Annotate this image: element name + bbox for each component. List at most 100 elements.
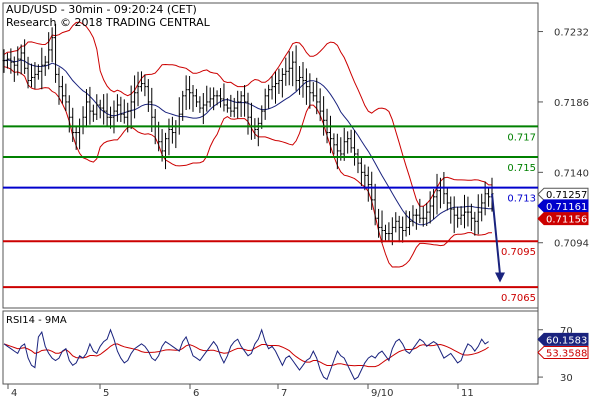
rsi-tag-box <box>537 345 589 359</box>
price-candle <box>105 93 109 127</box>
chart-subtitle: Research © 2018 TRADING CENTRAL <box>6 16 211 29</box>
price-candle <box>126 102 130 133</box>
price-candle <box>432 189 436 220</box>
price-candle <box>109 106 113 129</box>
price-candle <box>239 91 243 117</box>
price-candle <box>404 210 408 237</box>
price-candle <box>349 129 353 153</box>
price-candle <box>459 206 463 226</box>
price-candle <box>397 215 401 243</box>
price-candle <box>383 224 387 241</box>
price-candle <box>191 85 195 112</box>
price-candle <box>318 88 322 122</box>
price-candle <box>380 210 384 243</box>
price-candle <box>277 68 281 94</box>
rsi-tag: 60.1583 <box>537 332 589 346</box>
price-candle <box>219 88 223 108</box>
price-candle <box>298 66 302 95</box>
price-candle <box>246 92 250 135</box>
price-candle <box>363 164 367 191</box>
price-candle <box>335 133 339 170</box>
price-candle <box>115 94 119 122</box>
price-candle <box>356 148 360 174</box>
price-candle <box>26 56 30 89</box>
price-candle <box>328 115 332 154</box>
price-candle <box>102 94 106 125</box>
price-tag: 0.71161 <box>537 199 589 213</box>
price-candle <box>322 96 326 136</box>
price-candle <box>60 75 64 104</box>
price-candle <box>445 187 449 211</box>
price-candle <box>370 171 374 210</box>
price-candle <box>36 64 40 80</box>
price-candle <box>473 211 477 236</box>
price-candle <box>40 47 44 90</box>
price-candle <box>78 118 82 150</box>
price-candle <box>50 27 54 63</box>
forecast-arrow-head <box>495 272 505 283</box>
rsi-tag-label: 60.1583 <box>546 335 587 346</box>
x-axis-label: 11 <box>461 388 474 399</box>
price-candle <box>346 131 350 154</box>
x-axis-label: 7 <box>281 388 287 399</box>
price-candle <box>273 71 277 104</box>
price-candle <box>88 86 92 125</box>
price-candle <box>284 57 288 86</box>
price-tag-box <box>537 187 589 201</box>
price-axis-label: 0.7232 <box>554 28 589 39</box>
price-candle <box>232 97 236 118</box>
price-candle <box>119 96 123 123</box>
rsi-line <box>3 328 489 381</box>
price-candle <box>483 181 487 216</box>
x-axis-label: 4 <box>11 388 17 399</box>
price-tag: 0.71156 <box>537 212 589 226</box>
price-candle <box>167 118 171 156</box>
rsi-panel-title: RSI14 - 9MA <box>6 315 67 326</box>
price-candle <box>225 98 229 113</box>
price-candle <box>249 102 253 140</box>
price-tag: 0.71257 <box>537 187 589 201</box>
price-candle <box>291 51 295 87</box>
price-axis-label: 0.7140 <box>554 168 589 179</box>
level-label: 0.717 <box>507 132 536 143</box>
price-candle <box>456 206 460 228</box>
price-candle <box>112 100 116 134</box>
price-candle <box>84 89 88 128</box>
price-candle <box>332 133 336 155</box>
price-tag-box <box>537 212 589 226</box>
level-label: 0.715 <box>507 163 536 174</box>
price-tag-box <box>537 199 589 213</box>
rsi-tag-label: 53.3588 <box>546 348 587 359</box>
price-candle <box>373 183 377 226</box>
price-candle <box>205 85 209 112</box>
price-candle <box>394 212 398 233</box>
price-candle <box>280 68 284 98</box>
rsi-tag: 53.3588 <box>537 345 589 359</box>
level-label: 0.713 <box>507 194 536 205</box>
price-candle <box>260 105 264 129</box>
price-candle <box>208 87 212 108</box>
price-candle <box>150 87 154 132</box>
x-axis-label: 9/10 <box>371 388 393 399</box>
x-axis-label: 6 <box>193 388 199 399</box>
price-candle <box>421 206 425 227</box>
price-candle <box>139 71 143 92</box>
price-candle <box>425 202 429 227</box>
price-candle <box>143 74 147 97</box>
price-candle <box>311 82 315 102</box>
x-axis-label: 5 <box>103 388 109 399</box>
price-candle <box>377 208 381 238</box>
price-candle <box>33 62 37 89</box>
price-candle <box>466 196 470 227</box>
price-candle <box>449 196 453 224</box>
price-candle <box>133 75 137 119</box>
price-candle <box>222 83 226 112</box>
price-candle <box>2 49 6 73</box>
price-candle <box>304 68 308 105</box>
price-candle <box>181 90 185 121</box>
rsi-axis-label: 30 <box>560 373 573 384</box>
price-candle <box>122 99 126 124</box>
level-label: 0.7095 <box>501 247 536 258</box>
